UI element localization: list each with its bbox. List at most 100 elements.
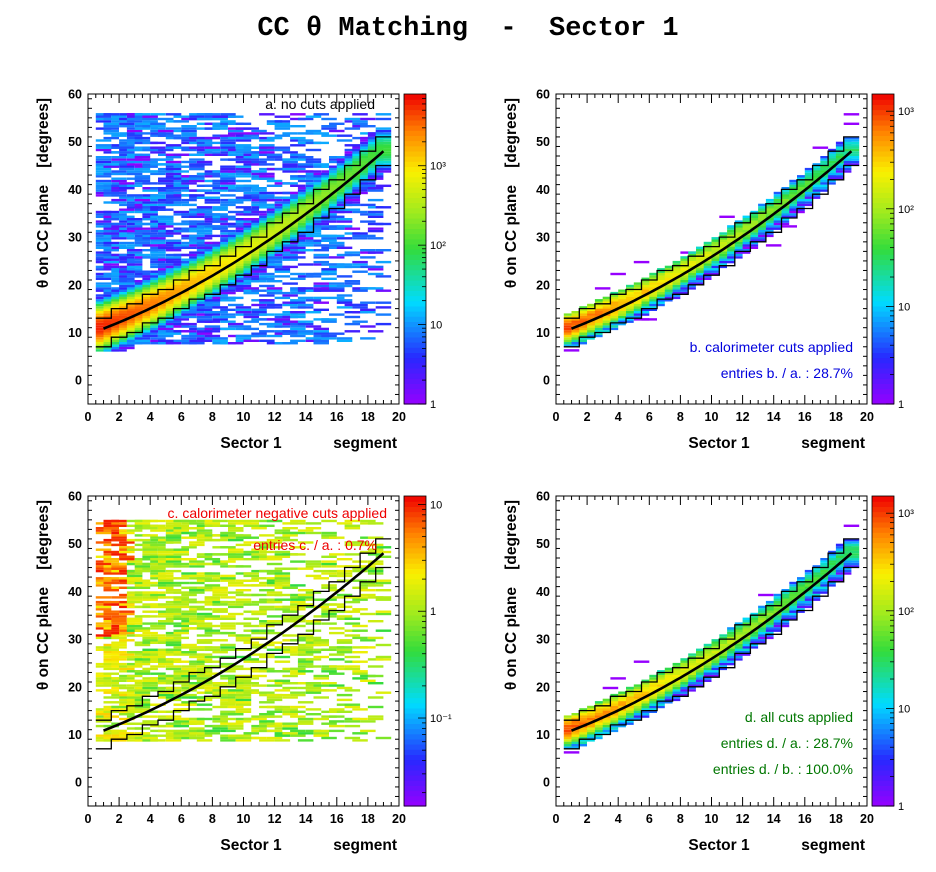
heatmap-cell	[266, 325, 283, 328]
heatmap-cell	[204, 175, 221, 178]
heatmap-cell	[158, 322, 174, 326]
heatmap-cell	[297, 296, 314, 300]
heatmap-cell	[336, 189, 353, 192]
heatmap-cell	[360, 519, 376, 523]
heatmap-cell	[618, 294, 634, 297]
heatmap-cell	[297, 222, 314, 226]
heatmap-cell	[119, 629, 135, 632]
heatmap-cell	[579, 308, 595, 311]
heatmap-cell	[150, 141, 166, 145]
heatmap-cell	[251, 265, 267, 269]
heatmap-cell	[142, 256, 158, 259]
heatmap-cell	[150, 241, 166, 245]
heatmap-cell	[165, 113, 182, 116]
heatmap-cell	[181, 291, 197, 295]
heatmap-cell	[212, 724, 228, 728]
heatmap-cell	[367, 151, 384, 154]
heatmap-cell	[828, 156, 844, 159]
heatmap-cell	[204, 268, 221, 271]
heatmap-cell	[220, 256, 236, 259]
heatmap-cell	[189, 574, 205, 578]
palette-tick-label: 10	[430, 499, 442, 511]
heatmap-cell	[173, 263, 189, 266]
heatmap-cell	[734, 246, 751, 249]
heatmap-cell	[360, 265, 376, 269]
heatmap-cell	[352, 311, 368, 314]
heatmap-cell	[103, 265, 119, 269]
heatmap-cell	[251, 610, 267, 613]
heatmap-cell	[103, 218, 119, 221]
heatmap-cell	[235, 275, 252, 278]
heatmap-cell	[579, 734, 595, 737]
y-tick-label: 40	[68, 183, 82, 197]
heatmap-cell	[142, 115, 158, 118]
heatmap-cell	[719, 256, 735, 259]
heatmap-cell	[181, 146, 197, 149]
heatmap-cell	[204, 277, 221, 280]
heatmap-cell	[344, 315, 361, 319]
heatmap-cell	[103, 682, 119, 685]
heatmap-cell	[119, 548, 135, 551]
heatmap-cell	[329, 234, 345, 238]
heatmap-cell	[313, 191, 329, 195]
heatmap-cell	[290, 653, 306, 656]
heatmap-cell	[220, 251, 236, 254]
heatmap-cell	[336, 593, 353, 597]
heatmap-cell	[181, 127, 197, 130]
heatmap-cell	[103, 610, 119, 613]
heatmap-cell	[297, 244, 314, 247]
palette-swatch	[404, 228, 426, 235]
heatmap-cell	[181, 330, 197, 333]
heatmap-cell	[313, 225, 329, 228]
heatmap-cell	[282, 158, 298, 161]
heatmap-cell	[111, 569, 127, 573]
heatmap-cell	[220, 146, 236, 149]
heatmap-cell	[259, 196, 275, 199]
heatmap-cell	[111, 253, 127, 257]
heatmap-cell	[173, 268, 189, 271]
heatmap-cell	[711, 662, 727, 666]
heatmap-cell	[119, 562, 135, 566]
heatmap-cell	[196, 291, 213, 295]
heatmap-cell	[181, 610, 197, 613]
heatmap-cell	[119, 246, 135, 249]
heatmap-cell	[119, 260, 135, 264]
heatmap-cell	[672, 272, 689, 276]
heatmap-cell	[352, 660, 368, 663]
heatmap-cell	[126, 296, 143, 300]
heatmap-cell	[680, 674, 696, 678]
heatmap-cell	[220, 215, 236, 218]
heatmap-cell	[235, 677, 252, 680]
heatmap-cell	[158, 581, 174, 585]
palette-swatch	[404, 800, 426, 807]
heatmap-cell	[103, 213, 119, 216]
palette-swatch	[872, 367, 894, 374]
heatmap-cell	[212, 327, 228, 331]
heatmap-cell	[305, 160, 322, 164]
heatmap-cell	[119, 722, 135, 725]
heatmap-cell	[259, 163, 275, 166]
heatmap-cell	[126, 662, 143, 666]
heatmap-cell	[126, 586, 143, 589]
heatmap-cell	[594, 322, 611, 326]
heatmap-cell	[313, 210, 329, 214]
heatmap-cell	[228, 727, 244, 730]
heatmap-cell	[204, 260, 221, 264]
heatmap-cell	[367, 522, 384, 525]
heatmap-cell	[126, 327, 143, 331]
heatmap-cell	[119, 122, 135, 125]
heatmap-cell	[688, 682, 704, 685]
heatmap-cell	[297, 232, 314, 235]
heatmap-cell	[251, 548, 267, 551]
heatmap-cell	[266, 620, 283, 623]
heatmap-cell	[150, 251, 166, 254]
heatmap-cell	[126, 258, 143, 261]
heatmap-cell	[680, 280, 696, 283]
heatmap-cell	[375, 134, 392, 137]
heatmap-cell	[282, 151, 298, 154]
heatmap-cell	[111, 334, 127, 338]
heatmap-cell	[204, 665, 221, 668]
heatmap-cell	[703, 244, 720, 247]
heatmap-cell	[158, 579, 174, 582]
